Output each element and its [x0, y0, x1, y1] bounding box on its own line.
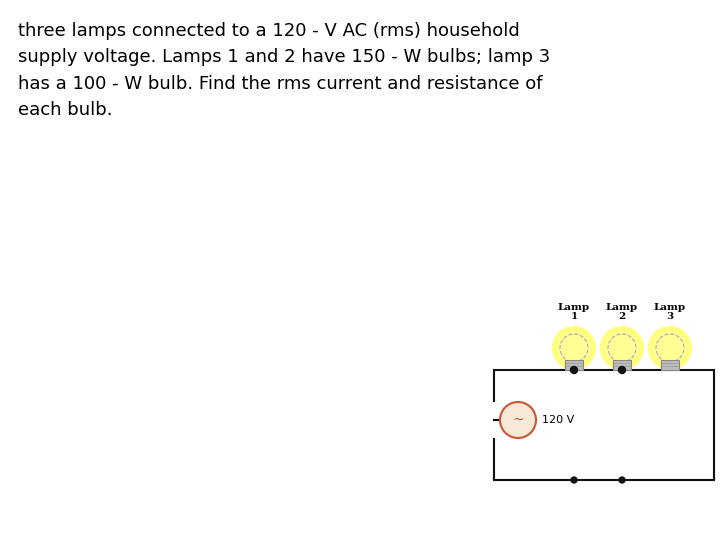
FancyBboxPatch shape — [613, 360, 631, 370]
Circle shape — [619, 477, 625, 483]
Circle shape — [500, 402, 536, 438]
FancyBboxPatch shape — [661, 360, 679, 370]
Text: 2: 2 — [618, 312, 626, 321]
Circle shape — [557, 331, 591, 365]
Circle shape — [653, 331, 687, 365]
FancyBboxPatch shape — [565, 360, 583, 370]
Text: ~: ~ — [512, 413, 524, 427]
Circle shape — [648, 326, 692, 370]
Circle shape — [605, 331, 639, 365]
Text: 1: 1 — [570, 312, 577, 321]
Text: Lamp: Lamp — [558, 303, 590, 312]
Circle shape — [618, 367, 626, 374]
Circle shape — [570, 367, 577, 374]
Text: Lamp: Lamp — [654, 303, 686, 312]
Text: three lamps connected to a 120 - V AC (rms) household
supply voltage. Lamps 1 an: three lamps connected to a 120 - V AC (r… — [18, 22, 550, 119]
Circle shape — [552, 326, 596, 370]
Circle shape — [571, 477, 577, 483]
Text: Lamp: Lamp — [606, 303, 638, 312]
Text: 3: 3 — [667, 312, 674, 321]
Text: 120 V: 120 V — [542, 415, 575, 425]
Circle shape — [600, 326, 644, 370]
